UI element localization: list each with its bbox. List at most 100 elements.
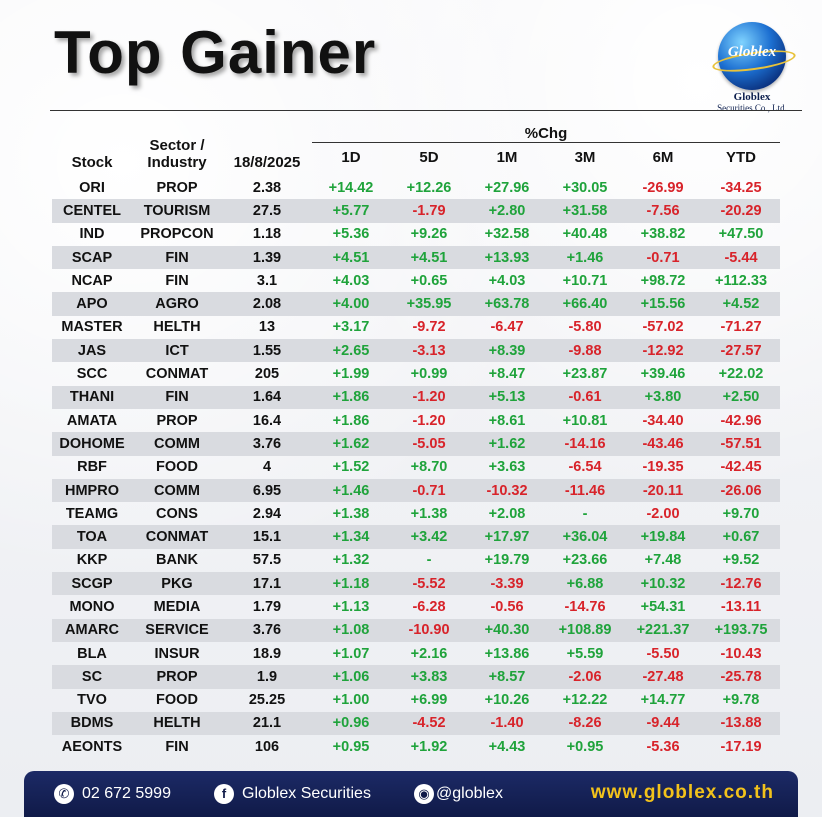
cell-stock: SCAP (52, 245, 132, 270)
cell-pct-change: +5.13 (468, 385, 546, 409)
table-row: SCC CONMAT 205 +1.99 +0.99 +8.47 +23.87 +39.46 +… (52, 362, 780, 385)
cell-price: 1.64 (222, 385, 312, 409)
cell-price: 3.76 (222, 618, 312, 642)
col-period: 3M (574, 148, 596, 166)
cell-pct-change: +4.51 (312, 245, 390, 270)
cell-pct-change: -12.76 (702, 572, 780, 596)
cell-pct-change: +30.05 (562, 179, 608, 196)
cell-price: 25.25 (248, 692, 286, 709)
cell-price: 106 (254, 738, 280, 755)
cell-pct-change: +4.03 (488, 272, 526, 289)
cell-pct-change: +35.95 (390, 292, 468, 316)
cell-pct-change: +4.52 (702, 292, 780, 316)
cell-sector: PROP (156, 179, 198, 196)
cell-stock: AEONTS (61, 738, 123, 755)
cell-stock: TVO (77, 692, 107, 709)
table-row: TOA CONMAT 15.1 +1.34 +3.42 +17.97 +36.04 +19.8… (52, 525, 780, 549)
cell-pct-change: -34.25 (720, 179, 762, 196)
cell-sector: COMM (132, 478, 222, 503)
cell-pct-change: -26.06 (702, 478, 780, 503)
cell-pct-change: +47.50 (718, 226, 764, 243)
cell-pct-change: -6.54 (568, 459, 602, 476)
cell-price: 1.79 (252, 598, 282, 615)
cell-sector: HELTH (132, 711, 222, 736)
cell-pct-change: -42.45 (720, 459, 762, 476)
table-row: AMARC SERVICE 3.76 +1.08 -10.90 +40.30 +108.89… (52, 618, 780, 642)
cell-pct-change: +12.22 (562, 692, 608, 709)
website-link[interactable]: www.globlex.co.th (590, 782, 774, 803)
cell-pct-change: +1.86 (332, 412, 370, 429)
cell-pct-change: +9.26 (410, 226, 448, 243)
cell-pct-change: +6.88 (546, 572, 624, 596)
col-period: 6M (652, 148, 674, 166)
cell-price: 6.95 (222, 478, 312, 503)
col-sector-label: Sector / (149, 137, 205, 154)
cell-pct-change: +8.47 (488, 366, 526, 383)
logo-company-name: Globlex (733, 91, 771, 103)
cell-pct-change: -3.13 (390, 339, 468, 363)
cell-pct-change: -6.47 (490, 319, 524, 336)
cell-pct-change: +8.39 (468, 339, 546, 363)
cell-pct-change: +23.87 (562, 366, 608, 383)
cell-price: 3.76 (222, 432, 312, 456)
cell-stock: NCAP (71, 272, 113, 289)
table-row: APO AGRO 2.08 +4.00 +35.95 +63.78 +66.40 +15.56… (52, 292, 780, 316)
cell-pct-change: +1.62 (312, 432, 390, 456)
cell-pct-change: -42.96 (720, 412, 762, 429)
cell-stock: CENTEL (52, 199, 132, 223)
col-period: 1D (341, 148, 361, 166)
cell-stock: MASTER (61, 319, 123, 336)
cell-stock: THANI (52, 385, 132, 409)
cell-pct-change: -4.52 (390, 711, 468, 736)
table-row: SC PROP 1.9 +1.06 +3.83 +8.57 -2.06 -27.48 -25.7… (52, 665, 780, 689)
facebook-icon: f (214, 784, 234, 804)
cell-pct-change: -5.50 (646, 645, 680, 662)
col-period: 5D (419, 148, 439, 166)
cell-pct-change: +63.78 (468, 292, 546, 316)
cell-pct-change: +13.93 (468, 245, 546, 270)
cell-pct-change: +66.40 (546, 292, 624, 316)
cell-pct-change: +3.42 (390, 525, 468, 549)
cell-price: 2.08 (222, 292, 312, 316)
cell-pct-change: +5.59 (566, 645, 604, 662)
table-row: TVO FOOD 25.25 +1.00 +6.99 +10.26 +12.22 +14.77… (52, 689, 780, 712)
cell-pct-change: -25.78 (702, 665, 780, 689)
cell-pct-change: +10.26 (484, 692, 530, 709)
cell-pct-change: -9.72 (412, 319, 446, 336)
cell-pct-change: -0.71 (390, 478, 468, 503)
cell-pct-change: +1.92 (410, 738, 448, 755)
phone-number: 02 672 5999 (82, 785, 171, 802)
table-row: CENTEL TOURISM 27.5 +5.77 -1.79 +2.80 +31.58 -7… (52, 199, 780, 223)
page-title: Top Gainer (54, 19, 377, 86)
cell-pct-change: +108.89 (546, 618, 624, 642)
cell-pct-change: -20.11 (624, 478, 702, 503)
cell-pct-change: +112.33 (714, 272, 768, 289)
cell-sector: PROPCON (140, 226, 214, 243)
cell-pct-change: +10.71 (562, 272, 608, 289)
cell-sector: PROP (156, 412, 198, 429)
footer-line[interactable]: ◉ @globlex (414, 784, 503, 804)
cell-pct-change: -1.20 (390, 385, 468, 409)
cell-pct-change: +5.36 (332, 226, 370, 243)
cell-pct-change: +3.17 (332, 319, 370, 336)
cell-pct-change: -43.46 (624, 432, 702, 456)
cell-pct-change: +0.96 (312, 711, 390, 736)
cell-pct-change: +54.31 (640, 598, 686, 615)
cell-pct-change: +1.34 (312, 525, 390, 549)
cell-pct-change: - (426, 552, 432, 569)
cell-pct-change: +14.77 (640, 692, 686, 709)
cell-sector: FIN (165, 738, 189, 755)
table-row: DOHOME COMM 3.76 +1.62 -5.05 +1.62 -14.16 -43.4… (52, 432, 780, 456)
cell-pct-change: +0.95 (566, 738, 604, 755)
col-industry-label: Industry (147, 154, 207, 171)
cell-pct-change: -27.48 (624, 665, 702, 689)
cell-price: 18.9 (252, 645, 282, 662)
cell-pct-change: -13.88 (702, 711, 780, 736)
cell-pct-change: +3.83 (390, 665, 468, 689)
logo-company-suffix: Securities Co., Ltd. (717, 103, 787, 113)
footer-facebook[interactable]: f Globlex Securities (214, 784, 371, 804)
cell-price: 1.9 (222, 665, 312, 689)
cell-pct-change: -20.29 (702, 199, 780, 223)
cell-pct-change: +2.80 (468, 199, 546, 223)
cell-pct-change: +9.70 (722, 505, 760, 522)
